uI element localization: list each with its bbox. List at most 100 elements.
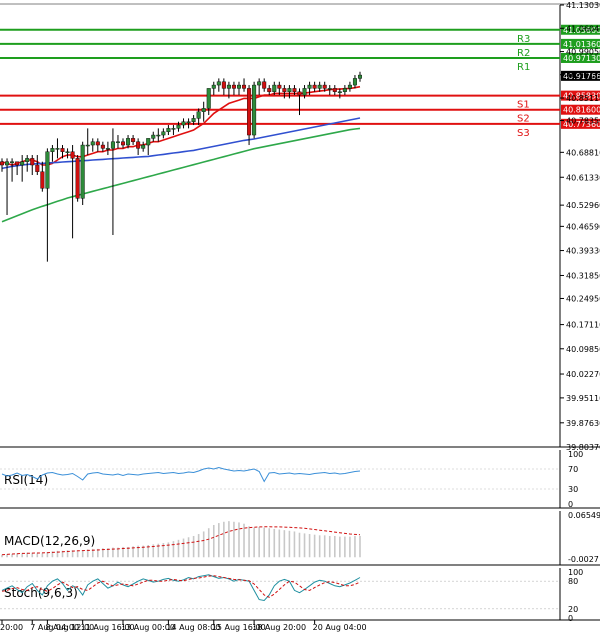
moving-average-line-1 xyxy=(1,85,361,166)
candle-body xyxy=(292,88,297,92)
panel-frames xyxy=(0,3,600,621)
level-name-s2: S2 xyxy=(517,114,530,125)
macd-title: MACD(12,26,9) xyxy=(4,534,95,548)
candle-body xyxy=(80,144,85,199)
candle-body xyxy=(45,151,50,189)
price-tick-label: 39.95110 xyxy=(566,394,600,403)
time-tick-label: 20:00 xyxy=(0,623,23,632)
stoch-tick-label: 0 xyxy=(568,614,573,623)
candle-body xyxy=(10,161,15,163)
level-price-box-s2 xyxy=(561,104,600,115)
level-name-r3: R3 xyxy=(517,34,530,45)
candle-body xyxy=(110,141,115,149)
price-tick-label: 40.02270 xyxy=(566,370,600,379)
candle-body xyxy=(287,88,292,92)
level-price-label-s2: 40.81600 xyxy=(563,106,600,115)
price-tick-label: 40.17110 xyxy=(566,321,600,330)
time-tick-label: 8 Aug 12:00 xyxy=(45,623,94,632)
level-name-r1: R1 xyxy=(517,62,530,73)
candle-body xyxy=(15,161,20,166)
price-tick-label: 40.46590 xyxy=(566,222,600,231)
candle-body xyxy=(181,121,186,126)
time-tick-label: 14 Aug 08:00 xyxy=(166,623,220,632)
candle-body xyxy=(272,84,277,92)
candle-body xyxy=(115,141,120,143)
candle-body xyxy=(302,88,307,96)
price-tick-label: 41.06040 xyxy=(566,24,600,33)
candle-body xyxy=(282,88,287,92)
candle-body xyxy=(30,158,35,166)
current-price-label: 40.91766 xyxy=(563,72,600,81)
rsi-tick-label: 0 xyxy=(568,500,573,509)
level-price-label-s3: 40.77360 xyxy=(563,120,600,129)
candle-body xyxy=(146,138,151,146)
candle-body xyxy=(327,88,332,90)
level-price-label-r1: 40.97130 xyxy=(563,54,600,63)
candle-body xyxy=(312,84,317,89)
macd-tick-label: 0.065496 xyxy=(568,511,600,520)
rsi-line xyxy=(1,466,361,483)
candle-body xyxy=(171,128,176,130)
candle-body xyxy=(307,84,312,89)
candle-body xyxy=(257,81,262,86)
level-price-label-s1: 40.85830 xyxy=(563,92,600,101)
candle-body xyxy=(121,141,126,146)
price-tick-label: 41.13030 xyxy=(566,1,600,10)
price-tick-label: 40.39330 xyxy=(566,247,600,256)
candle-body xyxy=(136,141,141,149)
candle-body xyxy=(322,84,327,89)
moving-average-lines xyxy=(1,85,361,223)
candle-body xyxy=(40,171,45,189)
candle-body xyxy=(105,148,110,150)
price-tick-label: 40.24950 xyxy=(566,294,600,303)
candle-body xyxy=(65,151,70,153)
candle-body xyxy=(211,84,216,89)
price-tick-label: 40.68810 xyxy=(566,148,600,157)
candle-body xyxy=(347,84,352,89)
price-tick-label: 40.78350 xyxy=(566,117,600,126)
rsi-tick-label: 30 xyxy=(568,485,578,494)
level-price-label-r3: 41.05600 xyxy=(563,26,600,35)
candle-body xyxy=(70,151,75,159)
level-price-box-s1 xyxy=(561,90,600,101)
candle-body xyxy=(297,91,302,96)
candle-body xyxy=(75,158,80,199)
candle-body xyxy=(100,144,105,149)
stoch-d-line xyxy=(1,575,361,598)
rsi-tick-label: 70 xyxy=(568,465,578,474)
candle-body xyxy=(221,81,226,89)
rsi-tick-label: 100 xyxy=(568,450,583,459)
macd-tick-label: -0.0027 xyxy=(568,555,599,564)
level-price-box-r1 xyxy=(561,52,600,63)
candle-body xyxy=(342,88,347,92)
candle-body xyxy=(60,148,65,152)
candle-body xyxy=(161,131,166,136)
candle-body xyxy=(252,84,257,136)
candle-body xyxy=(151,134,156,139)
candle-body xyxy=(131,138,136,142)
time-tick-label: 20 Aug 04:00 xyxy=(313,623,367,632)
candle-body xyxy=(191,118,196,122)
moving-average-line-2 xyxy=(1,117,361,170)
price-tick-label: 39.80370 xyxy=(566,443,600,452)
candle-body xyxy=(332,88,337,92)
price-tick-label: 40.99050 xyxy=(566,48,600,57)
candle-body xyxy=(226,84,231,89)
time-tick-label: 18 Aug 20:00 xyxy=(252,623,306,632)
candle-body xyxy=(262,81,267,89)
level-name-s1: S1 xyxy=(517,100,530,111)
stoch-tick-label: 100 xyxy=(568,568,583,577)
price-tick-label: 39.87630 xyxy=(566,419,600,428)
pivot-levels: R3 41.05600 R2 41.01360 R1 40.97130 S1 40.85830… xyxy=(0,24,600,139)
level-price-box-r3 xyxy=(561,24,600,35)
stoch-tick-label: 80 xyxy=(568,577,578,586)
candle-body xyxy=(0,161,4,166)
rsi-title: RSI(14) xyxy=(4,473,48,487)
candle-body xyxy=(242,84,247,89)
moving-average-line-3 xyxy=(1,127,361,223)
candle-body xyxy=(95,141,100,146)
candle-body xyxy=(267,88,272,92)
